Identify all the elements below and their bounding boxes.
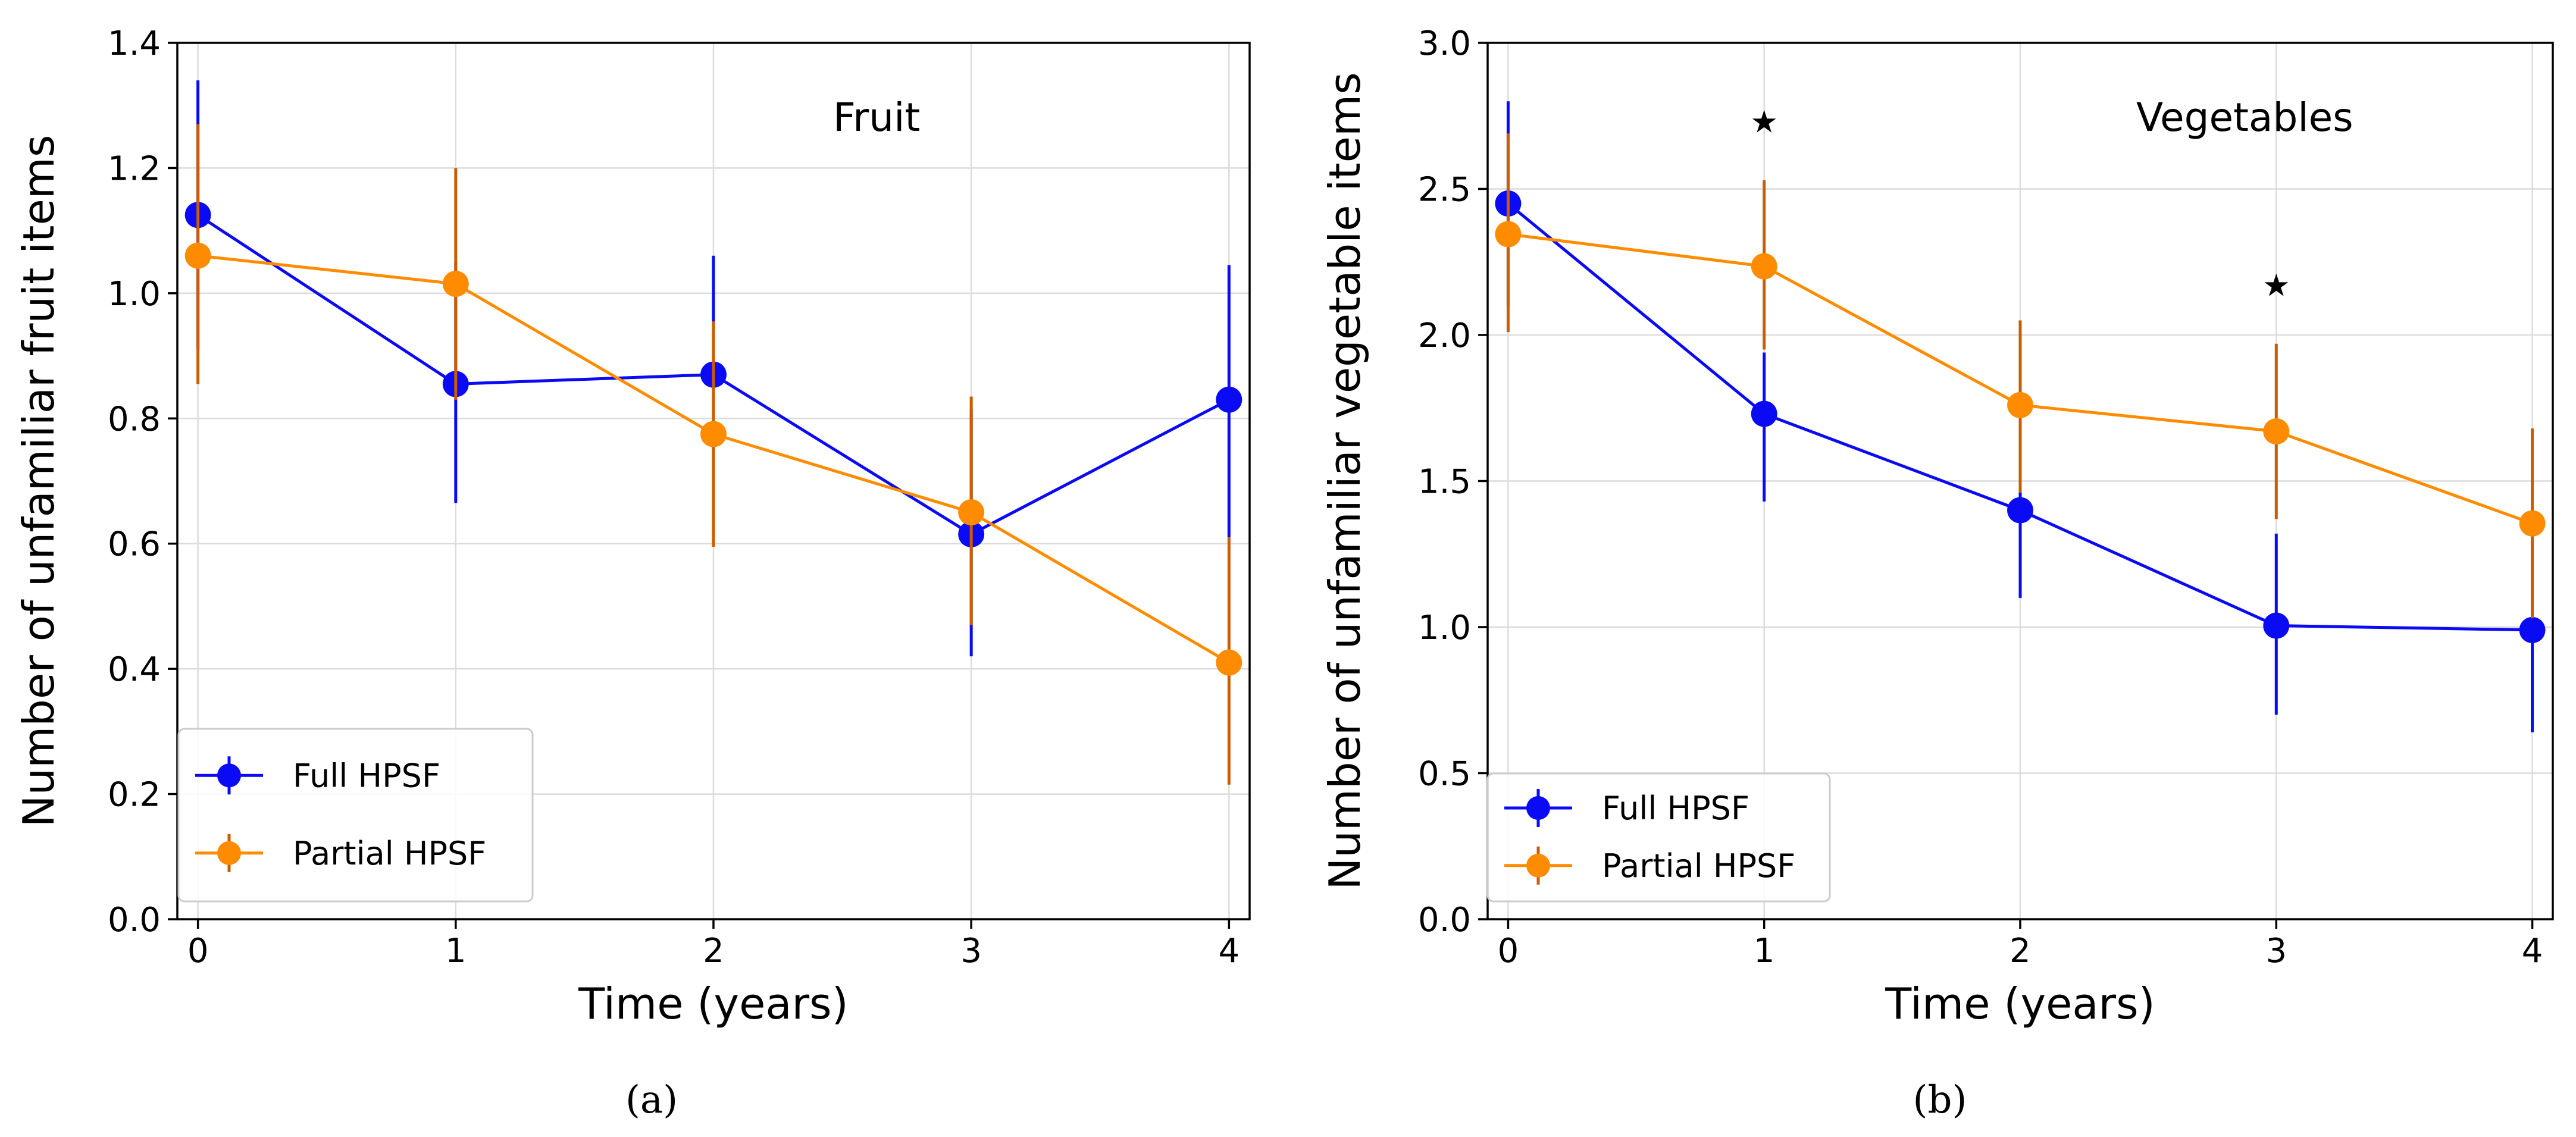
series-partial-hpsf [1495, 133, 2546, 619]
data-point [1216, 649, 1242, 676]
axes-ticks: 0 1 2 3 4 0.0 0.5 1.0 1.5 2.0 2.5 3.0 [1418, 24, 2543, 970]
y-tick-label: 3.0 [1418, 24, 1471, 63]
legend-marker [217, 841, 241, 865]
significance-star-icon: ★ [2262, 268, 2290, 304]
x-tick-label: 3 [2265, 932, 2287, 970]
legend-box [1486, 772, 1831, 903]
x-tick-label: 1 [1754, 932, 1775, 970]
y-tick-label: 1.0 [1418, 609, 1471, 647]
x-tick-label: 4 [2522, 932, 2543, 970]
panel-a-fruit-chart: 0 1 2 3 4 0.0 0.2 0.4 0.6 0.8 1.0 1.2 1.4 Fruit Time… [14, 24, 1251, 1122]
data-point [700, 421, 727, 447]
data-point [2007, 391, 2033, 418]
legend-label: Partial HPSF [293, 835, 486, 872]
data-point [2263, 612, 2290, 639]
panel-b-vegetables-chart: ★★ 0 1 2 3 40.00.51.01.52.02.53.0 Vegetables… [1320, 24, 2554, 1122]
x-tick-label: 1 [445, 932, 467, 970]
y-tick-label: 0.2 [108, 776, 161, 815]
data-point [2519, 616, 2546, 643]
y-tick-label: 1.4 [108, 24, 161, 63]
y-tick-label: 0.5 [1418, 755, 1471, 794]
legend-label: Full HPSF [1602, 790, 1749, 827]
panel-label: (a) [625, 1078, 678, 1122]
legend: Full HPSF Partial HPSF [177, 728, 534, 903]
y-tick-label: 2.5 [1418, 171, 1471, 209]
y-tick-label: 1.5 [1418, 463, 1471, 502]
axes-ticks: 0 1 2 3 4 0.0 0.2 0.4 0.6 0.8 1.0 1.2 1.4 [108, 24, 1240, 970]
legend-box [177, 728, 534, 903]
data-point [2519, 510, 2546, 537]
y-tick-label: 1.2 [108, 149, 161, 188]
data-point [442, 271, 469, 297]
chart-title: Fruit [833, 95, 920, 140]
x-tick-label: 0 [1498, 932, 1519, 970]
data-point [1751, 400, 1777, 427]
data-point [2007, 497, 2033, 524]
legend-label: Full HPSF [293, 757, 440, 794]
legend: Full HPSF Partial HPSF [1486, 772, 1831, 903]
data-point [1216, 386, 1242, 413]
x-tick-label: 0 [187, 932, 209, 970]
legend-label: Partial HPSF [1602, 847, 1795, 885]
x-tick-label: 2 [703, 932, 724, 970]
significance-star-icon: ★ [1750, 105, 1778, 140]
y-tick-label: 2.0 [1418, 317, 1471, 355]
data-point [1495, 221, 1522, 248]
chart-title: Vegetables [2136, 95, 2353, 140]
x-tick-label: 3 [960, 932, 982, 970]
legend-marker [217, 763, 241, 788]
y-tick-label: 0.0 [108, 901, 161, 939]
legend-entry-full: Full HPSF [195, 756, 440, 795]
legend-entry-partial: Partial HPSF [1504, 846, 1795, 885]
legend-marker [1526, 853, 1550, 878]
legend-marker [1526, 796, 1550, 820]
y-tick-label: 0.0 [1418, 901, 1471, 939]
data-point [2263, 418, 2290, 445]
y-axis-label: Number of unfamiliar vegetable items [1320, 72, 1370, 889]
y-axis-label: Number of unfamiliar fruit items [14, 135, 64, 828]
y-tick-label: 0.8 [108, 400, 161, 438]
y-tick-label: 0.6 [108, 525, 161, 564]
x-tick-label: 2 [2010, 932, 2031, 970]
x-axis-label: Time (years) [578, 979, 848, 1029]
series-full-hpsf [1495, 101, 2546, 732]
panel-label: (b) [1913, 1078, 1967, 1122]
series-partial-hpsf [184, 124, 1242, 785]
legend-entry-full: Full HPSF [1504, 789, 1749, 828]
series-layer [184, 80, 1242, 785]
legend-entry-partial: Partial HPSF [195, 834, 486, 872]
y-tick-label: 0.4 [108, 650, 161, 689]
x-tick-label: 4 [1219, 932, 1240, 970]
series-layer: ★★ [1495, 101, 2546, 732]
y-tick-label: 1.0 [108, 275, 161, 314]
data-point [184, 242, 211, 269]
x-axis-label: Time (years) [1885, 979, 2155, 1029]
data-point [958, 499, 985, 526]
data-point [1751, 253, 1777, 280]
